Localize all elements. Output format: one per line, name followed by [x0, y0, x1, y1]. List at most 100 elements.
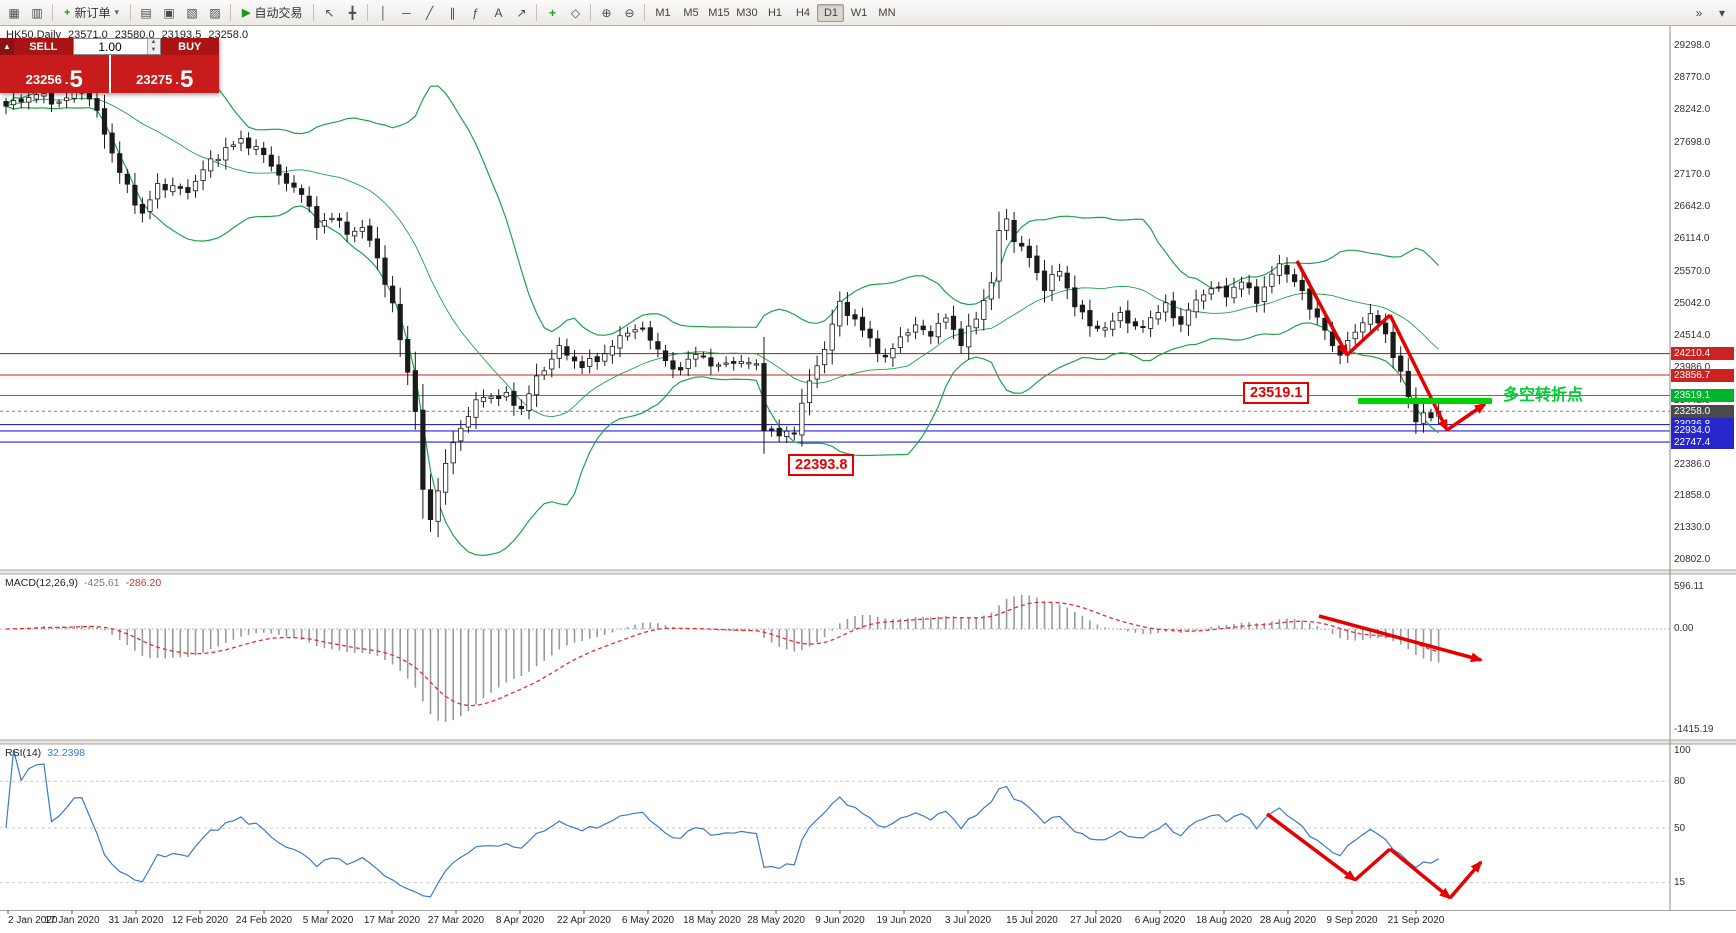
rsi-axis-label: 15	[1674, 877, 1686, 889]
price-level-tag: 22934.0	[1671, 424, 1734, 438]
price-axis-label: 29298.0	[1674, 40, 1711, 52]
timeframe-mn-button[interactable]: MN	[878, 6, 896, 19]
level-price-annotation[interactable]: 23519.1	[1243, 382, 1310, 404]
buy-price-big-digit: 5	[179, 65, 194, 93]
volume-down-button[interactable]: ▼	[147, 46, 160, 54]
price-axis-label: 23986.0	[1674, 361, 1711, 373]
support-highlight-segment[interactable]	[1358, 398, 1492, 404]
low-price-annotation[interactable]: 22393.8	[788, 454, 855, 476]
price-level-tag: 23856.7	[1671, 368, 1734, 382]
time-axis-label: 31 Jan 2020	[108, 915, 164, 926]
horizontal-line-icon[interactable]: ─	[402, 5, 411, 20]
sell-button[interactable]: 23256. 5	[0, 55, 109, 93]
cursor-icon[interactable]: ↖	[324, 5, 335, 20]
price-axis-label: 27170.0	[1674, 169, 1711, 181]
macd-name: MACD(12,26,9)	[5, 577, 78, 589]
rsi-value: 32.2398	[47, 747, 86, 759]
macd-axis-label: -1415.19	[1674, 724, 1714, 736]
price-level-tag: 23519.1	[1671, 388, 1734, 402]
toolbar-separator	[229, 4, 231, 21]
macd-signal-value: -286.20	[125, 577, 162, 589]
timeframe-w1-button[interactable]: W1	[850, 6, 868, 19]
time-axis-label: 18 Aug 2020	[1195, 915, 1253, 926]
macd-axis-label: 596.11	[1674, 580, 1704, 592]
chart-canvas[interactable]	[0, 26, 1736, 933]
bollinger-bands	[5, 42, 1440, 557]
fibonacci-icon[interactable]: ƒ	[472, 5, 479, 20]
macd-main-value: -425.61	[83, 577, 120, 589]
timeframe-d1-button[interactable]: D1	[817, 3, 845, 22]
time-axis-ticks	[7, 910, 1417, 914]
toolbar-separator	[129, 4, 131, 21]
time-axis-label: 19 Jun 2020	[876, 915, 932, 926]
sell-price-big-digit: 5	[69, 65, 83, 93]
timeframe-h4-button[interactable]: H4	[795, 6, 810, 19]
autotrade-button-icon: ▶	[241, 7, 251, 19]
sell-header-label: SELL	[14, 38, 73, 55]
rsi-axis-label: 80	[1674, 775, 1686, 787]
new-order-button-icon: +	[64, 6, 71, 19]
rsi-axis-label: 100	[1674, 744, 1691, 756]
crosshair-icon[interactable]: ╋	[348, 5, 357, 20]
volume-input[interactable]	[73, 39, 147, 54]
macd-indicator	[0, 595, 1670, 723]
rsi-indicator	[0, 749, 1670, 898]
horizontal-level-lines[interactable]	[0, 353, 1670, 443]
toolbar-right-group: » ▾	[1688, 3, 1733, 23]
toolbar-menu-icon[interactable]: ▾	[1718, 5, 1726, 20]
indicators-icon[interactable]: +	[548, 5, 556, 20]
new-chart-icon[interactable]: ▦	[8, 5, 20, 20]
zoom-out-icon[interactable]: ⊖	[624, 5, 635, 20]
trendline-icon[interactable]: ╱	[425, 5, 434, 20]
navigator-icon[interactable]: ▧	[186, 5, 198, 20]
timeframe-m1-button[interactable]: M1	[655, 6, 671, 19]
time-axis-label: 6 Aug 2020	[1134, 915, 1186, 926]
new-order-button[interactable]: + 新订单 ▾	[57, 3, 126, 23]
toolbar-overflow-icon[interactable]: »	[1695, 5, 1703, 20]
chart-profiles-icon[interactable]: ▥	[31, 5, 43, 20]
price-axis-label: 28242.0	[1674, 104, 1711, 116]
equidistant-channel-icon[interactable]: ∥	[449, 5, 456, 20]
time-axis-label: 18 May 2020	[683, 915, 741, 926]
toolbar-separator	[367, 4, 369, 21]
time-axis-label: 22 Apr 2020	[557, 915, 611, 926]
one-click-collapse-button[interactable]: ▲	[0, 38, 14, 55]
market-watch-icon[interactable]: ▤	[140, 5, 152, 20]
time-axis-label: 21 Sep 2020	[1387, 915, 1445, 926]
toolbar-main-group: ▦ ▥ + 新订单 ▾ ▤ ▣ ▧ ▨ ▶ 自动交易 ↖ ╋ │ ─ ╱ ∥ ƒ A ↗ + ◇ ⊕ ⊖ M1 M5 M15 M30 H…	[3, 3, 1688, 23]
time-axis-label: 9 Sep 2020	[1326, 915, 1378, 926]
price-axis-label: 20802.0	[1674, 554, 1711, 566]
current-price-tag: 23258.0	[1671, 404, 1734, 418]
timeframe-h1-button[interactable]: H1	[767, 6, 782, 19]
zoom-in-icon[interactable]: ⊕	[601, 5, 612, 20]
turning-point-annotation[interactable]: 多空转折点	[1503, 387, 1584, 404]
terminal-icon[interactable]: ▨	[209, 5, 221, 20]
price-axis-label: 25042.0	[1674, 297, 1711, 309]
vertical-line-icon[interactable]: │	[379, 5, 388, 20]
timeframe-m30-button[interactable]: M30	[736, 6, 758, 19]
time-axis-label: 17 Jan 2020	[44, 915, 100, 926]
price-level-tag: 22747.4	[1671, 435, 1734, 449]
time-axis-label: 27 Mar 2020	[427, 915, 485, 926]
time-axis-label: 28 Aug 2020	[1259, 915, 1317, 926]
pane-separators[interactable]	[0, 26, 1736, 911]
volume-up-button[interactable]: ▲	[147, 39, 160, 47]
autotrade-button[interactable]: ▶ 自动交易	[235, 3, 309, 23]
sell-price-main: 23256	[25, 72, 62, 87]
templates-icon[interactable]: ◇	[570, 5, 581, 20]
price-axis-label: 21858.0	[1674, 490, 1711, 502]
price-level-tag: 24210.4	[1671, 347, 1734, 361]
timeframe-m5-button[interactable]: M5	[683, 6, 699, 19]
toolbar-separator	[590, 4, 592, 21]
timeframe-m15-button[interactable]: M15	[708, 6, 730, 19]
time-axis-label: 6 May 2020	[621, 915, 675, 926]
new-order-button-label: 新订单	[74, 6, 111, 20]
data-window-icon[interactable]: ▣	[163, 5, 175, 20]
buy-button[interactable]: 23275. 5	[110, 55, 219, 93]
trend-arrow-annotations[interactable]	[1265, 260, 1487, 900]
macd-axis-label: 0.00	[1674, 623, 1694, 635]
arrows-icon[interactable]: ↗	[516, 5, 527, 20]
rsi-indicator-label: RSI(14) 32.2398	[5, 747, 85, 759]
text-label-icon[interactable]: A	[494, 5, 503, 20]
